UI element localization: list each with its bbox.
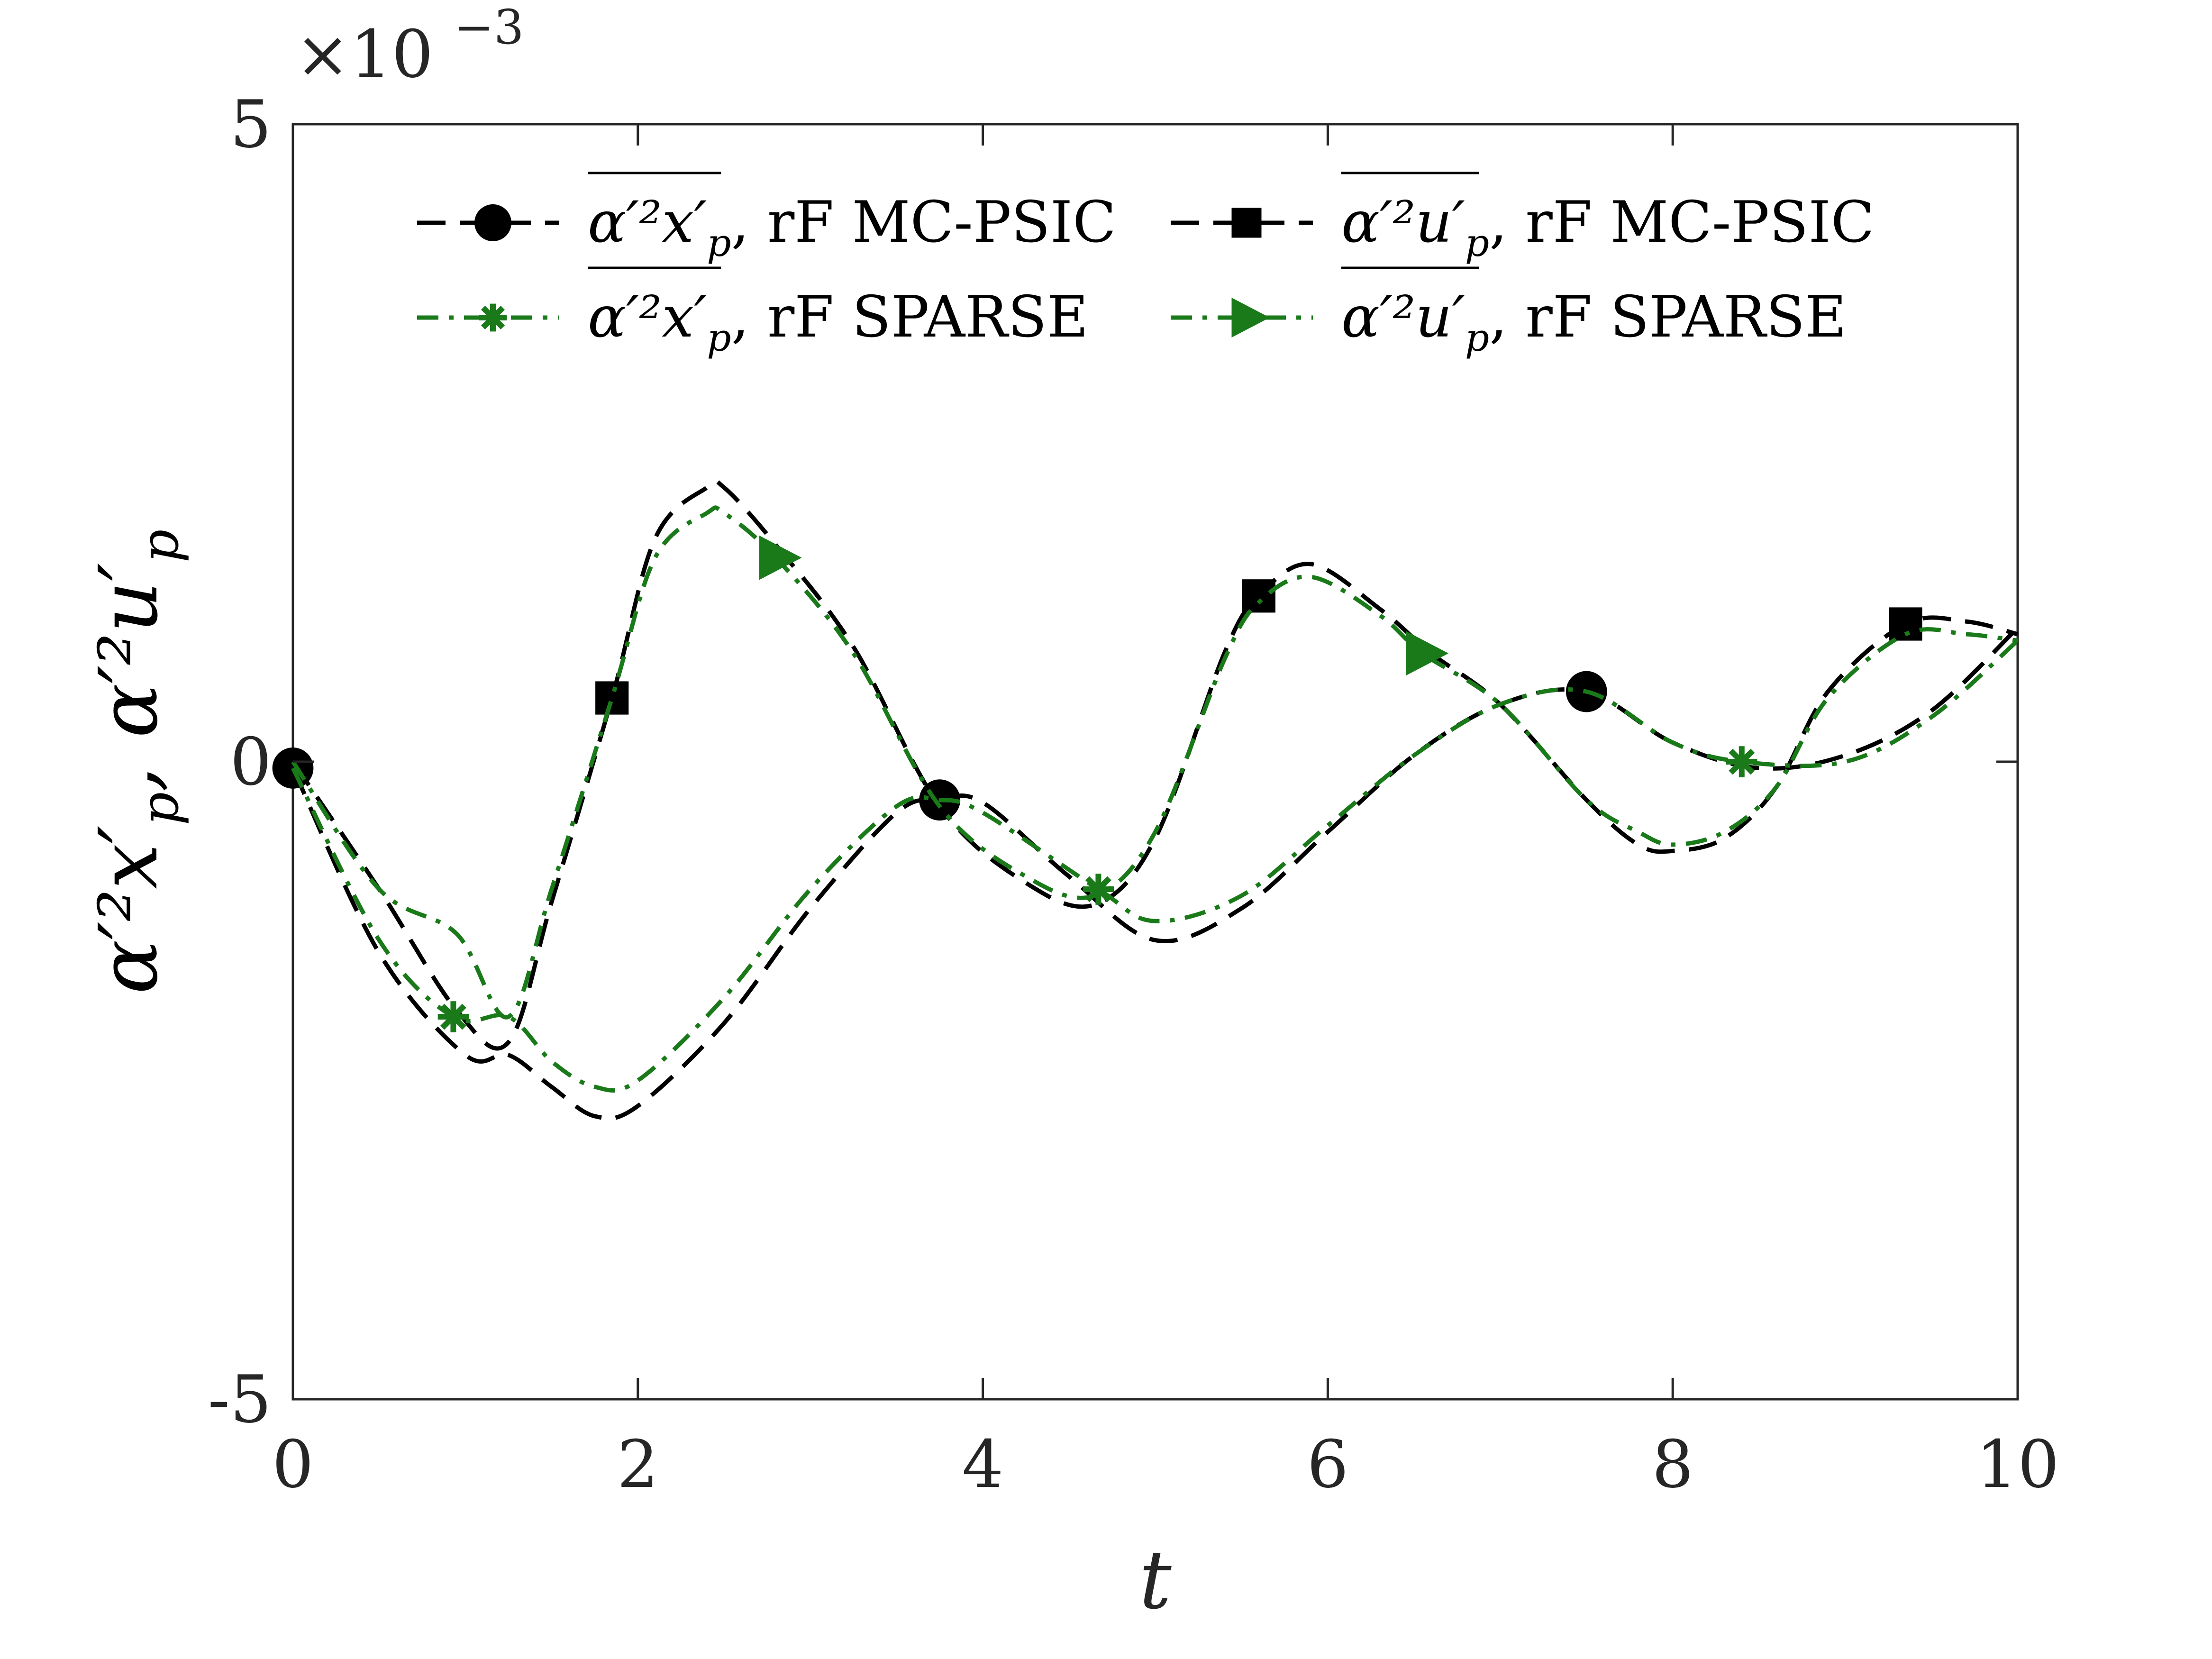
x-tick-label: 6 [1307,1426,1348,1503]
marker-square [1889,607,1922,641]
tick-layer: 0 2 4 6 8 10-505 [208,86,2059,1503]
marker-circle [474,204,511,241]
series-layer [272,478,2020,1121]
series-2 [291,639,2019,1093]
x-tick-label: 0 [272,1426,314,1503]
legend: α′²x′p, rF MC-PSIC α′²u′p, rF MC-PSICα′²x… [417,172,1875,360]
legend-label: α′²x′p, rF MC-PSIC [588,190,1116,265]
legend-suffix: , rF MC-PSIC [1489,190,1874,255]
legend-term: α′²x′ [588,190,707,255]
y-exponent-power: −3 [454,0,524,55]
y-tick-label: 0 [230,724,272,800]
y-label-sub-1: p [129,792,190,825]
marker-asterisk [479,303,507,332]
legend-subscript: p [707,221,731,265]
y-tick-label: -5 [208,1361,272,1438]
series-line [291,626,2020,1121]
x-tick-label: 8 [1652,1426,1693,1503]
series-1 [291,478,2019,1051]
legend-item: α′²u′p, rF MC-PSIC [1171,172,1875,265]
y-exponent-label: ×10 −3 [295,0,524,92]
legend-subscript: p [707,316,731,360]
marker-asterisk [1726,746,1757,777]
legend-suffix: , rF SPARSE [1489,284,1847,350]
marker-triangle [759,535,802,580]
legend-subscript: p [1465,316,1489,360]
legend-item: α′²x′p, rF SPARSE [417,266,1088,360]
legend-suffix: , rF MC-PSIC [731,190,1116,255]
legend-label: α′²u′p, rF MC-PSIC [1341,190,1875,265]
x-tick-label: 4 [962,1426,1004,1503]
y-label-sub-2: p [129,529,190,563]
marker-triangle [1406,631,1449,676]
y-label-term-2: α′²u′ [82,563,176,738]
y-tick-label: 5 [230,86,272,163]
legend-subscript: p [1465,221,1489,265]
x-tick-label: 10 [1976,1426,2059,1503]
marker-square [595,681,629,715]
y-label-comma: , [82,766,176,792]
marker-square [1242,579,1275,613]
legend-item: α′²u′p, rF SPARSE [1171,266,1847,360]
x-axis-label: t [1139,1533,1172,1627]
legend-suffix: , rF SPARSE [731,284,1089,350]
legend-term: α′²x′ [588,284,707,350]
legend-label: α′²x′p, rF SPARSE [588,284,1088,360]
y-exponent-base: ×10 [295,16,433,92]
legend-term: α′²u′ [1341,190,1465,255]
legend-item: α′²x′p, rF MC-PSIC [417,172,1116,265]
legend-label: α′²u′p, rF SPARSE [1341,284,1847,360]
series-line [291,639,2019,1093]
x-tick-label: 2 [617,1426,659,1503]
legend-term: α′²u′ [1341,284,1465,350]
series-line [291,478,2019,1051]
y-axis-label: α′²x′p,α′²u′p [82,529,190,994]
marker-triangle [1231,298,1270,337]
y-label-term-1: α′²x′ [82,825,176,994]
marker-asterisk [437,1001,469,1032]
series-3 [291,505,2018,1020]
svg-text:α′²x′p,α′²u′p: α′²x′p,α′²u′p [82,529,190,994]
marker-square [1231,208,1262,238]
